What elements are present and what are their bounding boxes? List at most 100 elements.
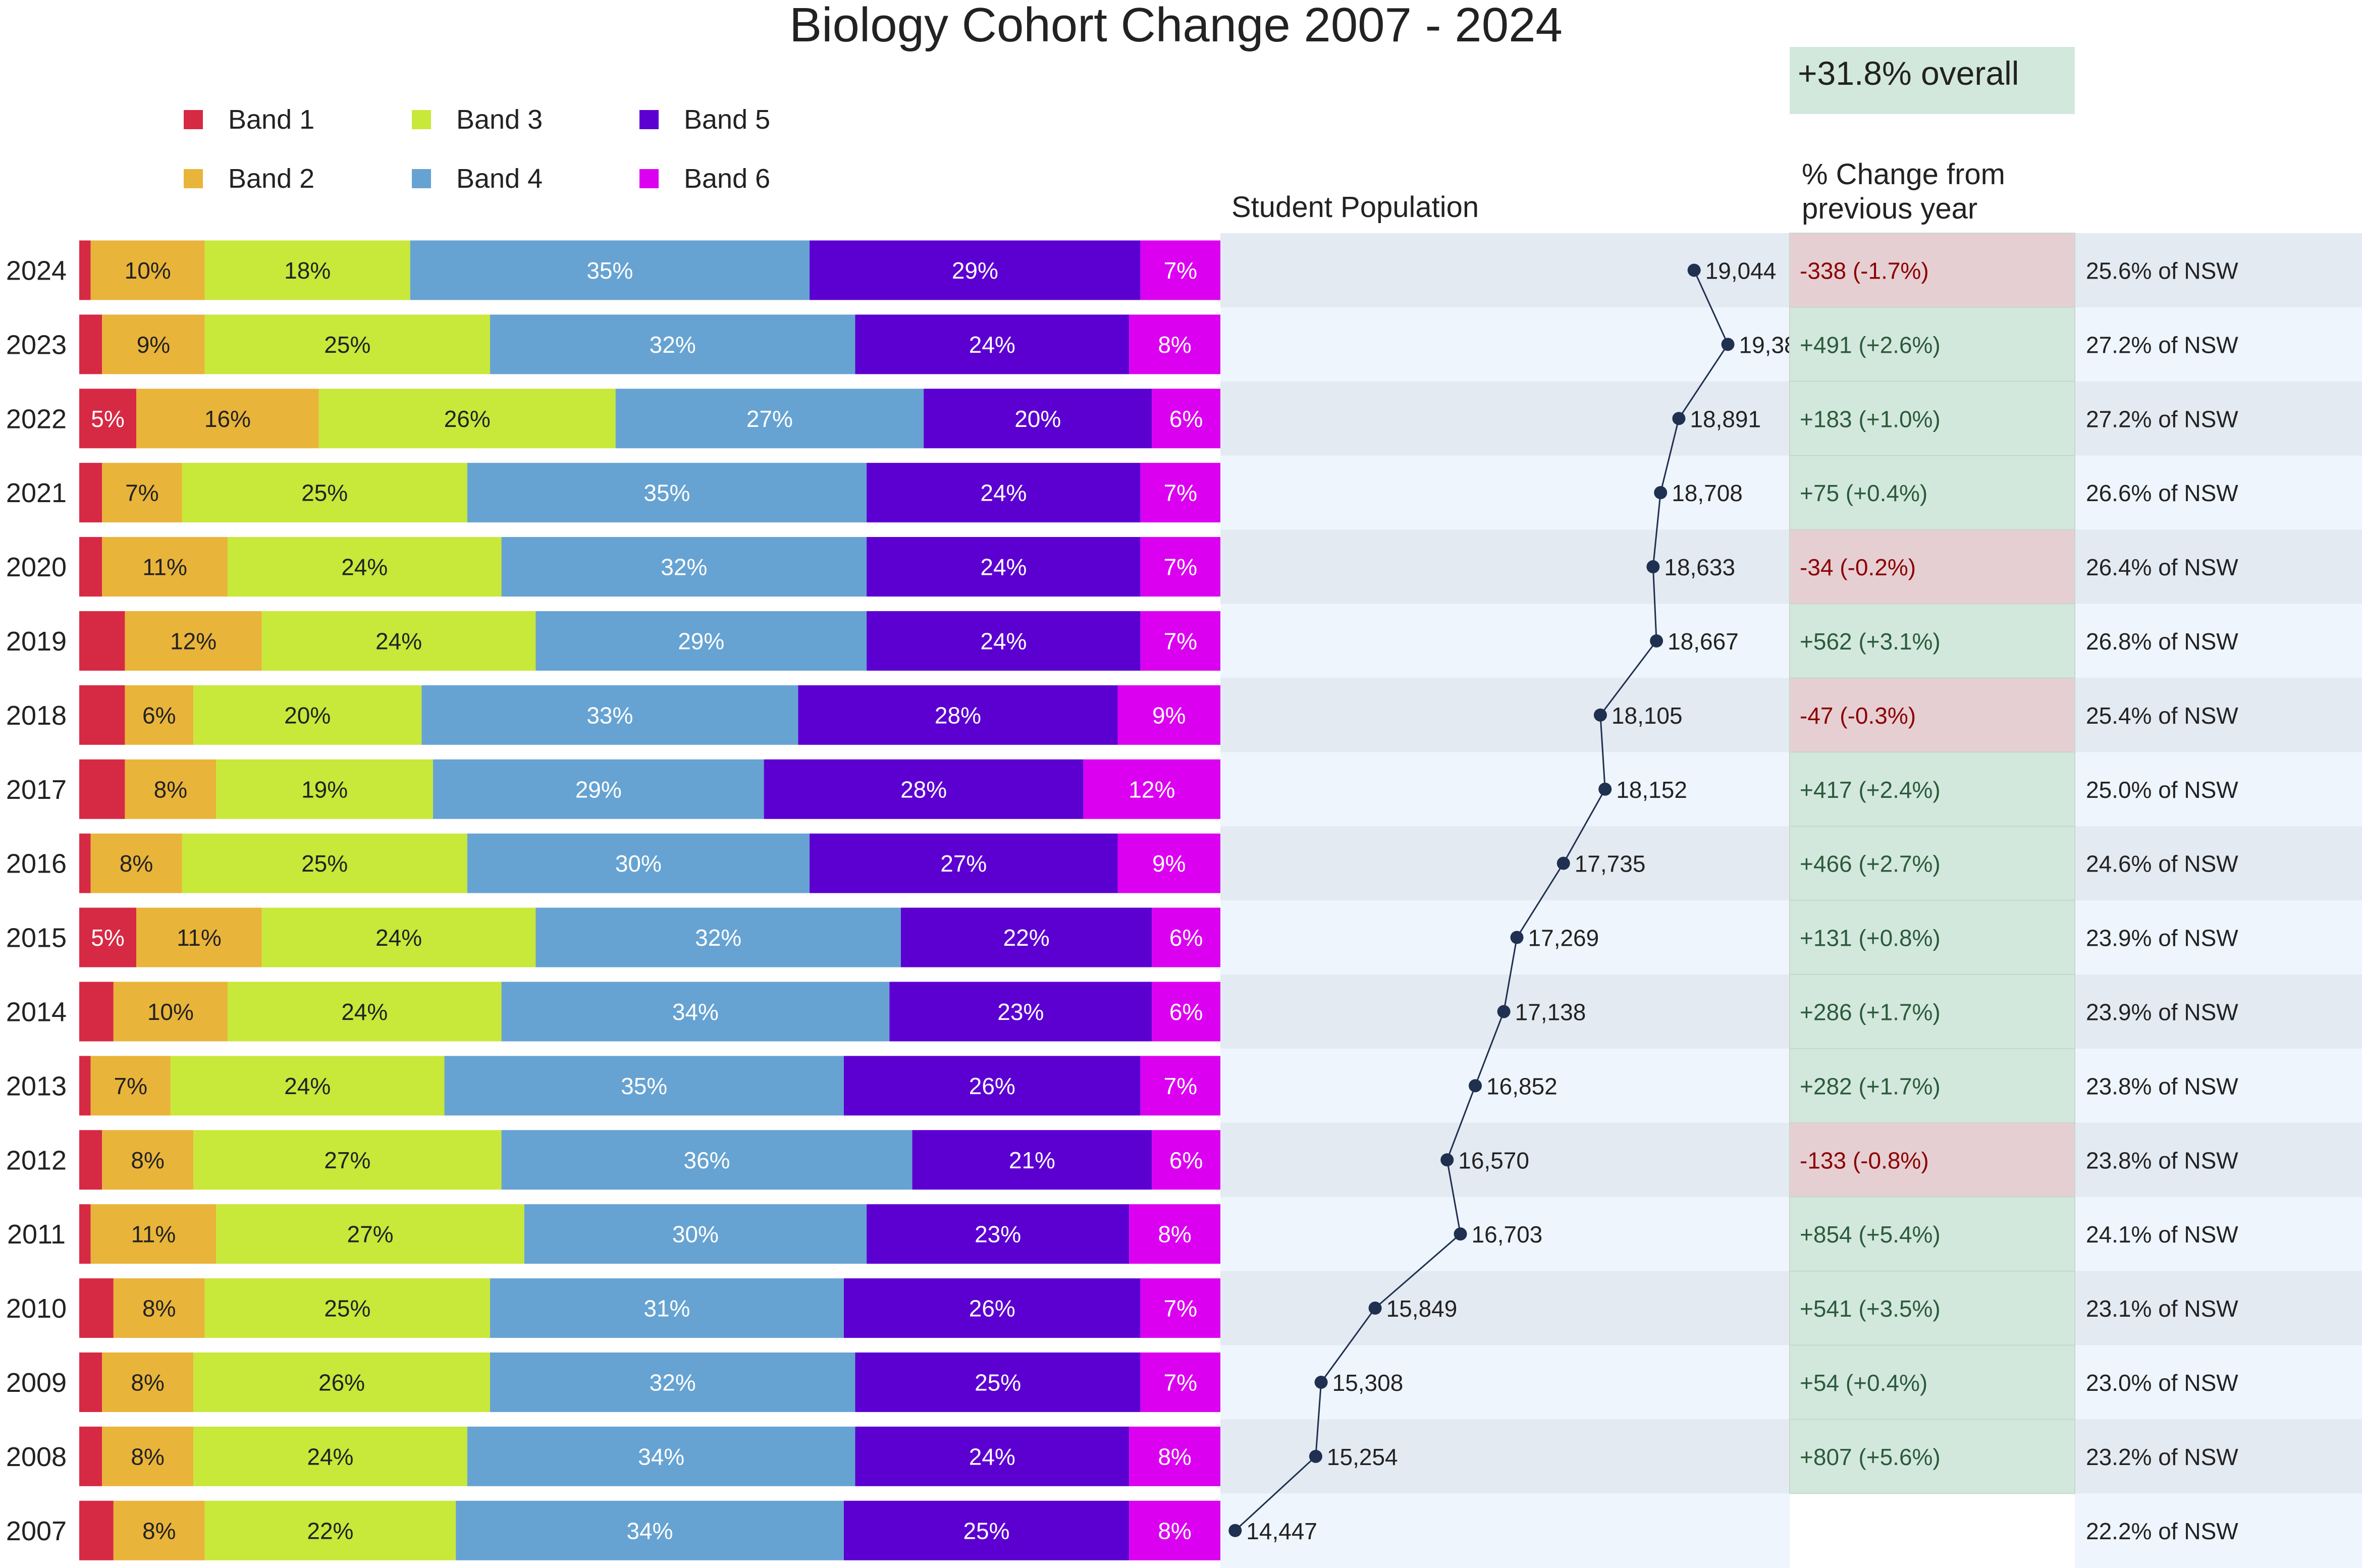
change-cell-bg bbox=[1789, 1122, 2075, 1198]
year-label: 2022 bbox=[6, 404, 67, 434]
population-trend-line bbox=[1234, 269, 1729, 1531]
nsw-row-bg bbox=[2075, 1345, 2362, 1420]
legend-label: Band 2 bbox=[228, 164, 314, 194]
nsw-share-label: 27.2% of NSW bbox=[2086, 332, 2238, 358]
bar-segment-band-6 bbox=[1083, 759, 1220, 819]
bar-segment-band-3 bbox=[227, 982, 502, 1042]
population-value-label: 18,633 bbox=[1664, 554, 1735, 580]
population-point bbox=[1556, 856, 1570, 870]
nsw-row-bg bbox=[2075, 1122, 2362, 1198]
change-value-label: +491 (+2.6%) bbox=[1800, 332, 1941, 358]
nsw-row-bg bbox=[2075, 900, 2362, 975]
bar-segment-band-6 bbox=[1140, 240, 1220, 300]
nsw-row-bg bbox=[2075, 307, 2362, 382]
population-row-bg bbox=[1220, 1122, 1790, 1198]
change-cell-bg bbox=[1789, 826, 2075, 901]
year-label: 2018 bbox=[6, 700, 67, 731]
bar-value-label: 7% bbox=[1164, 257, 1197, 284]
bar-value-label: 27% bbox=[347, 1221, 394, 1248]
population-header: Student Population bbox=[1231, 191, 1479, 224]
bar-value-label: 7% bbox=[1164, 628, 1197, 655]
population-value-label: 15,308 bbox=[1332, 1370, 1404, 1396]
year-label: 2010 bbox=[6, 1293, 67, 1324]
bar-segment-band-6 bbox=[1140, 463, 1220, 523]
bar-value-label: 34% bbox=[626, 1518, 673, 1544]
population-row-bg bbox=[1220, 1419, 1790, 1494]
bar-segment-band-3 bbox=[193, 1130, 502, 1190]
bar-value-label: 26% bbox=[444, 406, 491, 432]
bar-segment-band-3 bbox=[227, 537, 502, 597]
nsw-row-bg bbox=[2075, 1197, 2362, 1272]
change-value-label: +286 (+1.7%) bbox=[1800, 999, 1941, 1025]
change-value-label: +807 (+5.6%) bbox=[1800, 1444, 1941, 1470]
population-row-bg bbox=[1220, 1271, 1790, 1345]
bar-segment-band-6 bbox=[1140, 1056, 1220, 1116]
year-label: 2013 bbox=[6, 1071, 67, 1101]
population-point bbox=[1368, 1302, 1382, 1315]
bar-segment-band-3 bbox=[318, 389, 616, 449]
bar-segment-band-5 bbox=[843, 1056, 1141, 1116]
bar-segment-band-2 bbox=[102, 1352, 194, 1412]
bar-value-label: 5% bbox=[91, 925, 124, 951]
bar-segment-band-1 bbox=[79, 1204, 91, 1264]
bar-segment-band-2 bbox=[136, 389, 319, 449]
bar-value-label: 8% bbox=[142, 1295, 176, 1322]
change-value-label: -34 (-0.2%) bbox=[1800, 554, 1916, 580]
change-cell-bg bbox=[1789, 306, 2075, 382]
bar-segment-band-5 bbox=[843, 1500, 1130, 1560]
bar-value-label: 8% bbox=[1158, 1221, 1191, 1248]
year-label: 2007 bbox=[6, 1516, 67, 1546]
bar-value-label: 7% bbox=[125, 480, 158, 506]
bar-value-label: 11% bbox=[131, 1221, 176, 1248]
bar-segment-band-1 bbox=[79, 389, 137, 449]
year-label: 2014 bbox=[6, 997, 67, 1027]
bar-value-label: 30% bbox=[672, 1221, 719, 1248]
bar-value-label: 31% bbox=[643, 1295, 690, 1322]
change-value-label: +854 (+5.4%) bbox=[1800, 1221, 1941, 1248]
population-value-label: 17,138 bbox=[1515, 999, 1586, 1025]
nsw-row-bg bbox=[2075, 1419, 2362, 1494]
year-label: 2009 bbox=[6, 1368, 67, 1398]
bar-segment-band-1 bbox=[79, 1500, 114, 1560]
bar-segment-band-5 bbox=[810, 833, 1118, 893]
nsw-row-bg bbox=[2075, 678, 2362, 752]
bar-segment-band-4 bbox=[410, 240, 810, 300]
bar-value-label: 8% bbox=[154, 776, 187, 802]
bar-segment-band-3 bbox=[204, 314, 490, 374]
change-cell-bg bbox=[1789, 974, 2075, 1049]
bar-segment-band-4 bbox=[535, 907, 901, 967]
bar-value-label: 26% bbox=[969, 1295, 1015, 1322]
nsw-row-bg bbox=[2075, 233, 2362, 308]
change-value-label: -47 (-0.3%) bbox=[1800, 702, 1916, 729]
nsw-row-bg bbox=[2075, 975, 2362, 1049]
bar-value-label: 18% bbox=[284, 257, 331, 284]
bar-segment-band-4 bbox=[615, 389, 924, 449]
bar-segment-band-6 bbox=[1140, 611, 1220, 671]
bar-segment-band-6 bbox=[1117, 685, 1220, 745]
bar-segment-band-4 bbox=[433, 759, 764, 819]
nsw-row-bg bbox=[2075, 1271, 2362, 1345]
nsw-share-label: 23.8% of NSW bbox=[2086, 1147, 2238, 1173]
bar-value-label: 24% bbox=[307, 1443, 353, 1470]
population-value-label: 16,703 bbox=[1472, 1221, 1543, 1248]
change-cell-bg bbox=[1789, 1270, 2075, 1346]
bar-value-label: 7% bbox=[1164, 480, 1197, 506]
bar-value-label: 8% bbox=[131, 1443, 164, 1470]
bar-value-label: 20% bbox=[1014, 406, 1061, 432]
change-cell-bg bbox=[1789, 1344, 2075, 1420]
bar-segment-band-3 bbox=[193, 1352, 490, 1412]
year-label: 2015 bbox=[6, 923, 67, 953]
bar-value-label: 34% bbox=[672, 999, 719, 1025]
nsw-row-bg bbox=[2075, 604, 2362, 678]
year-label: 2017 bbox=[6, 775, 67, 805]
bar-value-label: 25% bbox=[975, 1370, 1021, 1396]
column-headers: +31.8% overall Student Population % Chan… bbox=[1231, 47, 2075, 225]
population-value-label: 14,447 bbox=[1246, 1518, 1317, 1544]
bar-segment-band-5 bbox=[867, 611, 1141, 671]
bar-segment-band-6 bbox=[1152, 982, 1220, 1042]
change-header-line2: previous year bbox=[1802, 192, 1977, 225]
nsw-share-label: 25.6% of NSW bbox=[2086, 257, 2238, 284]
year-label: 2008 bbox=[6, 1442, 67, 1472]
bar-segment-band-1 bbox=[79, 685, 125, 745]
